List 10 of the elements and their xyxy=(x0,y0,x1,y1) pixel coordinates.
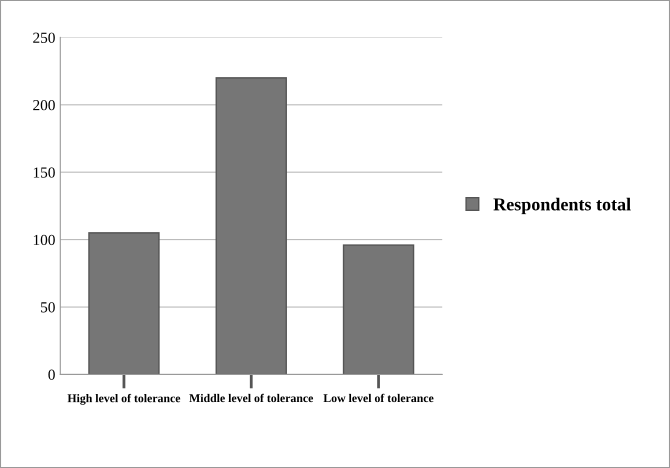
y-tick-label: 100 xyxy=(34,234,55,246)
y-tick-label: 50 xyxy=(41,302,55,312)
legend-label: Respondents total xyxy=(493,198,631,214)
y-tick-label: 0 xyxy=(48,370,55,380)
y-tick-label: 150 xyxy=(34,167,55,178)
x-tick-label: Low level of tolerance xyxy=(324,394,434,402)
x-tick-label: High level of tolerance xyxy=(68,394,180,405)
y-tick-label: 200 xyxy=(33,100,55,110)
y-tick-label: 250 xyxy=(33,32,55,43)
x-tick-label: Middle level of tolerance xyxy=(189,394,314,402)
